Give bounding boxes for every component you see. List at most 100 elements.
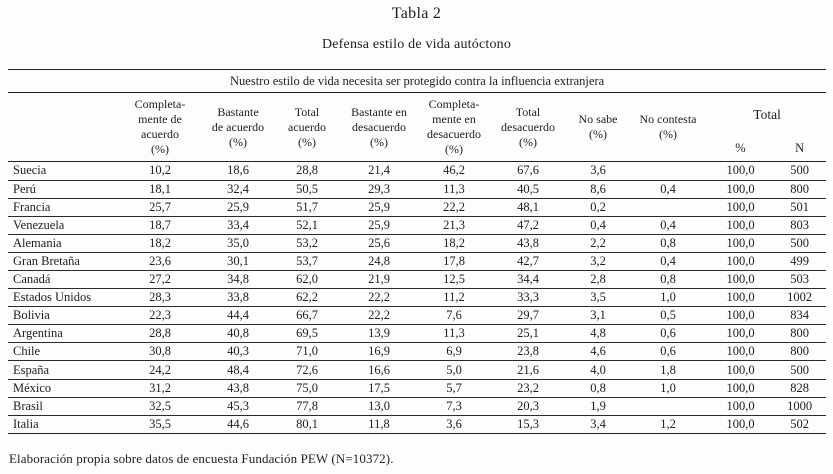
value-cell: 800 [773,180,827,199]
value-cell: 18,2 [420,234,488,253]
value-cell: 3,6 [420,415,488,434]
value-cell: 28,8 [276,161,338,181]
table-row: Perú 18,1 32,4 50,5 29,3 11,3 40,5 8,6 0,4 100,0 8… [8,180,827,199]
value-cell: 75,0 [276,379,338,398]
value-cell: 44,6 [200,415,276,434]
col-header-bastante-acuerdo: Bastante de acuerdo (%) [200,92,276,163]
value-cell: 0,6 [628,324,708,344]
value-cell: 1000 [773,397,827,416]
value-cell: 4,8 [568,324,628,344]
value-cell: 27,2 [120,270,200,290]
col-header-total-n: N [773,135,827,163]
value-cell: 3,4 [568,415,628,434]
value-cell: 21,3 [420,216,488,235]
value-cell: 33,4 [200,216,276,235]
value-cell: 0,8 [568,379,628,398]
value-cell: 502 [773,415,827,434]
value-cell: 1,2 [628,415,708,434]
value-cell: 51,7 [276,198,338,217]
value-cell: 2,8 [568,270,628,290]
table-row: México 31,2 43,8 75,0 17,5 5,7 23,2 0,8 1,0 100,0… [8,379,827,398]
source-footnote: Elaboración propia sobre datos de encues… [9,451,394,466]
value-cell: 72,6 [276,360,338,380]
value-cell: 43,8 [200,379,276,398]
value-cell: 834 [773,306,827,326]
value-cell: 1,9 [568,397,628,416]
table-row: Alemania 18,2 35,0 53,2 25,6 18,2 43,8 2,2 0,8 10… [8,234,827,253]
value-cell: 23,2 [488,379,568,398]
col-header-completamente-desacuerdo: Completa- mente en desacuerdo (%) [420,92,488,163]
value-cell: 67,6 [488,161,568,181]
value-cell [628,161,708,181]
table-body: Suecia 10,2 18,6 28,8 21,4 46,2 67,6 3,6 100,0 50… [8,161,827,434]
value-cell: 34,4 [488,270,568,290]
value-cell: 42,7 [488,252,568,272]
value-cell: 25,9 [338,198,420,217]
table-row: Suecia 10,2 18,6 28,8 21,4 46,2 67,6 3,6 100,0 50… [8,161,827,181]
col-header-no-contesta: No contesta (%) [628,92,708,163]
value-cell: 18,7 [120,216,200,235]
table-subtitle: Defensa estilo de vida autóctono [321,37,512,52]
question-header: Nuestro estilo de vida necesita ser prot… [8,69,827,93]
value-cell: 100,0 [708,216,773,235]
total-sub-header-row: % N [8,135,827,163]
value-cell: 100,0 [708,379,773,398]
table-row: España 24,2 48,4 72,6 16,6 5,0 21,6 4,0 1,8 100,0… [8,360,827,380]
value-cell: 28,3 [120,288,200,308]
value-cell: 29,3 [338,180,420,199]
table-row: Canadá 27,2 34,8 62,0 21,9 12,5 34,4 2,8 0,8 100,… [8,270,827,290]
col-header-total-acuerdo: Total acuerdo (%) [276,92,338,163]
value-cell: 503 [773,270,827,290]
value-cell: 499 [773,252,827,272]
value-cell: 31,2 [120,379,200,398]
value-cell: 7,6 [420,306,488,326]
value-cell: 69,5 [276,324,338,344]
value-cell: 10,2 [120,161,200,181]
value-cell: 2,2 [568,234,628,253]
value-cell: 25,6 [338,234,420,253]
value-cell: 18,2 [120,234,200,253]
value-cell: 500 [773,360,827,380]
value-cell: 48,4 [200,360,276,380]
value-cell: 17,5 [338,379,420,398]
data-table: Nuestro estilo de vida necesita ser prot… [8,69,827,434]
value-cell [628,397,708,416]
value-cell: 11,8 [338,415,420,434]
value-cell: 100,0 [708,180,773,199]
value-cell [628,198,708,217]
value-cell: 15,3 [488,415,568,434]
col-header-total-percent: % [708,135,773,163]
value-cell: 30,8 [120,342,200,362]
table-row: Gran Bretaña 23,6 30,1 53,7 24,8 17,8 42,7 3,2 0… [8,252,827,272]
country-cell: Italia [8,415,120,434]
country-cell: Alemania [8,234,120,253]
value-cell: 100,0 [708,198,773,217]
value-cell: 20,3 [488,397,568,416]
country-cell: Francia [8,198,120,217]
value-cell: 1,0 [628,379,708,398]
table-row: Argentina 28,8 40,8 69,5 13,9 11,3 25,1 4,8 0,6 1… [8,324,827,344]
value-cell: 11,3 [420,324,488,344]
value-cell: 33,8 [200,288,276,308]
value-cell: 8,6 [568,180,628,199]
country-cell: Brasil [8,397,120,416]
value-cell: 100,0 [708,342,773,362]
value-cell: 828 [773,379,827,398]
value-cell: 100,0 [708,415,773,434]
value-cell: 47,2 [488,216,568,235]
value-cell: 24,8 [338,252,420,272]
value-cell: 0,8 [628,234,708,253]
value-cell: 80,1 [276,415,338,434]
country-cell: Bolivia [8,306,120,326]
value-cell: 0,4 [628,216,708,235]
value-cell: 0,4 [628,180,708,199]
value-cell: 40,3 [200,342,276,362]
col-header-completamente-acuerdo: Completa- mente de acuerdo (%) [120,92,200,163]
country-cell: México [8,379,120,398]
value-cell: 21,6 [488,360,568,380]
value-cell: 22,3 [120,306,200,326]
value-cell: 3,5 [568,288,628,308]
value-cell: 33,3 [488,288,568,308]
value-cell: 0,2 [568,198,628,217]
question-row: Nuestro estilo de vida necesita ser prot… [8,69,827,93]
